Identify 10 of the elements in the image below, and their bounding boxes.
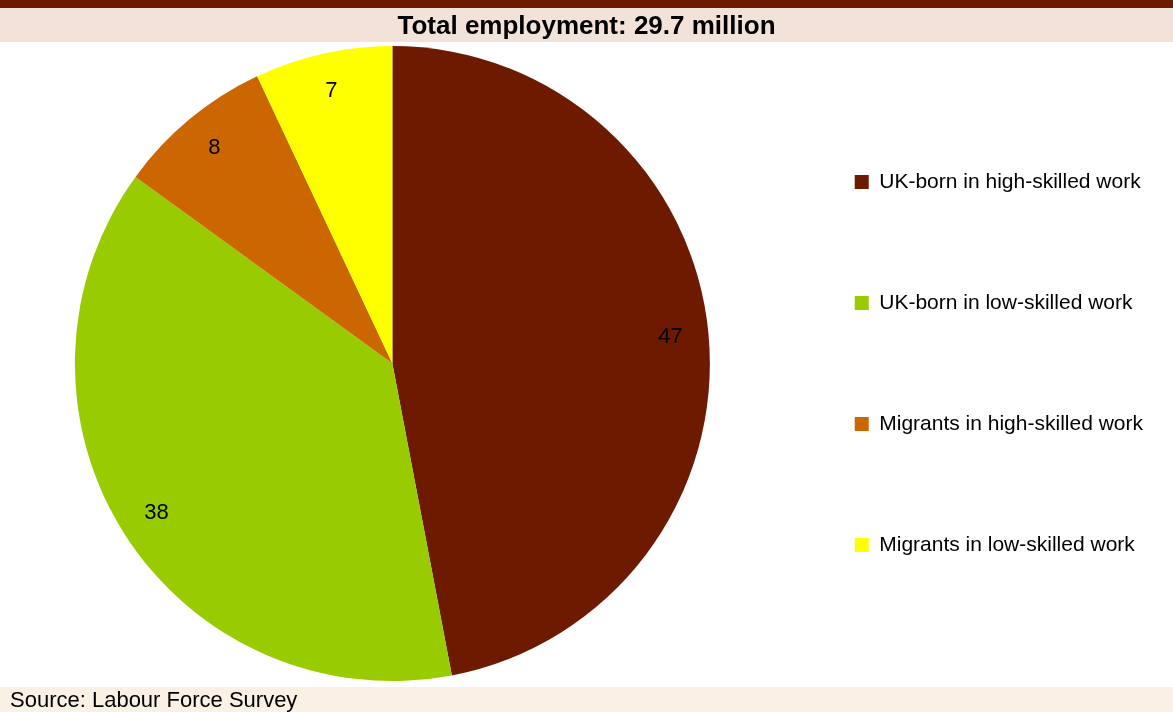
chart-title: Total employment: 29.7 million	[0, 8, 1173, 42]
data-label: 38	[144, 499, 169, 525]
source-note: Source: Labour Force Survey	[0, 687, 1173, 712]
data-label: 47	[658, 323, 683, 349]
legend-label: Migrants in high-skilled work	[879, 410, 1144, 434]
legend-label: UK-born in low-skilled work	[879, 289, 1133, 313]
legend-label: UK-born in high-skilled work	[879, 168, 1142, 192]
legend-label: Migrants in low-skilled work	[879, 531, 1136, 555]
data-label: 7	[325, 76, 338, 102]
data-label: 8	[208, 134, 221, 160]
